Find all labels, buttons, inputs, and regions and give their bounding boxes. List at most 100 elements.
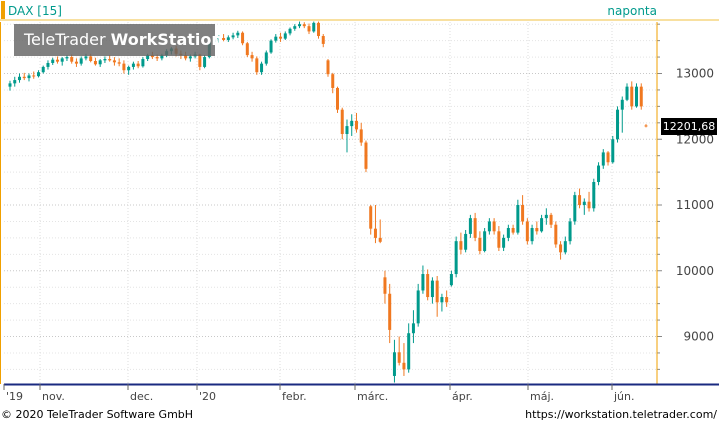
copyright-text: © 2020 TeleTrader Software GmbH [1,408,194,421]
x-tick-label: jún. [613,390,635,403]
candle-body [255,58,259,73]
candle-body [388,293,392,330]
candle-body [160,55,164,59]
candle-body [563,241,567,253]
candle-body [89,56,93,62]
candle-body [535,228,539,232]
candle-body [582,201,586,205]
candle-body [364,142,368,169]
candle-body [22,76,26,79]
x-tick-label: ápr. [452,390,473,403]
candle-body [521,205,525,222]
candle-body [525,221,529,242]
candle-body [426,274,430,298]
candle-body [487,221,491,232]
interval-label[interactable]: naponta [607,4,657,18]
candle-body [74,61,78,64]
candle-body [79,58,83,64]
candle-body [554,224,558,245]
candle-body [108,59,112,61]
y-tick-label: 10000 [676,264,714,278]
candle-body [392,352,396,376]
y-tick-label: 9000 [683,330,714,344]
candle-body [354,120,358,130]
grid [4,22,657,384]
candle-body [46,62,50,67]
candle-body [293,26,297,29]
y-tick-label: 12000 [676,132,714,146]
candle-body [13,80,17,84]
watermark-brand-bold: WorkStation [110,30,223,49]
candle-body [464,233,468,250]
candle-body [112,60,116,63]
candle-body [127,66,131,71]
candle-body [573,195,577,222]
candle-body [331,74,335,88]
candle-body [397,352,401,363]
candle-body [611,139,615,163]
candle-body [260,63,264,73]
candle-body [98,60,102,65]
candle-body [51,59,55,63]
candle-body [60,58,64,62]
candle-body [383,277,387,294]
y-tick-label: 11000 [676,198,714,212]
candle-body [307,26,311,32]
candle-body [269,40,273,53]
candle-body [217,37,221,40]
candle-body [625,86,629,100]
candle-body [150,55,154,58]
candle-body [345,126,349,134]
candle-body [407,333,411,370]
candle-body [445,297,449,303]
candle-body [55,59,59,62]
footer-url-link[interactable]: https://workstation.teletrader.com/ [525,408,717,421]
candle-body [117,62,121,64]
last-price-tag: 12201,68 [661,118,717,135]
candle-body [373,228,377,238]
candle-body [264,52,268,64]
x-tick-label: máj. [530,390,554,403]
candle-body [70,57,74,62]
candle-body [497,231,501,248]
candle-body [492,221,496,232]
candle-body [506,228,510,238]
candle-body [620,99,624,110]
candle-body [578,195,582,205]
candle-body [141,59,145,67]
candle-body [449,274,453,286]
y-axis: 9000 10000 11000 12000 13000 [0,22,714,384]
candle-body [421,274,425,291]
candle-body [468,218,472,234]
candle-body [335,87,339,110]
x-tick-label: márc. [357,390,388,403]
candle-body [245,43,249,56]
candle-body [188,56,192,59]
candle-body [350,120,354,127]
candle-body [568,221,572,242]
candle-body [639,86,643,107]
candle-body [530,228,534,242]
candle-body [136,63,140,67]
x-tick-label: febr. [282,390,307,403]
candle-body [93,61,97,65]
candle-body [84,56,88,59]
candle-body [236,32,240,36]
candle-body [369,206,373,229]
candle-body [283,33,287,39]
candle-body [312,22,316,32]
candle-body [440,297,444,303]
candles-group [8,21,648,383]
candle-body [340,109,344,134]
candle-body [321,36,325,44]
candle-body [184,55,188,59]
candle-body [250,55,254,59]
candle-body [587,201,591,209]
candle-body [416,290,420,324]
candle-body [279,36,283,39]
candle-body [198,54,202,67]
candle-body [411,323,415,334]
candle-body [103,59,107,61]
candle-body [606,152,610,163]
